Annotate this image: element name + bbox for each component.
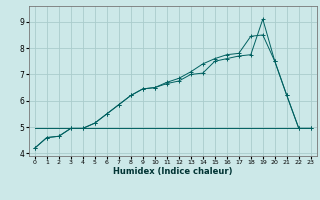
X-axis label: Humidex (Indice chaleur): Humidex (Indice chaleur) bbox=[113, 167, 233, 176]
